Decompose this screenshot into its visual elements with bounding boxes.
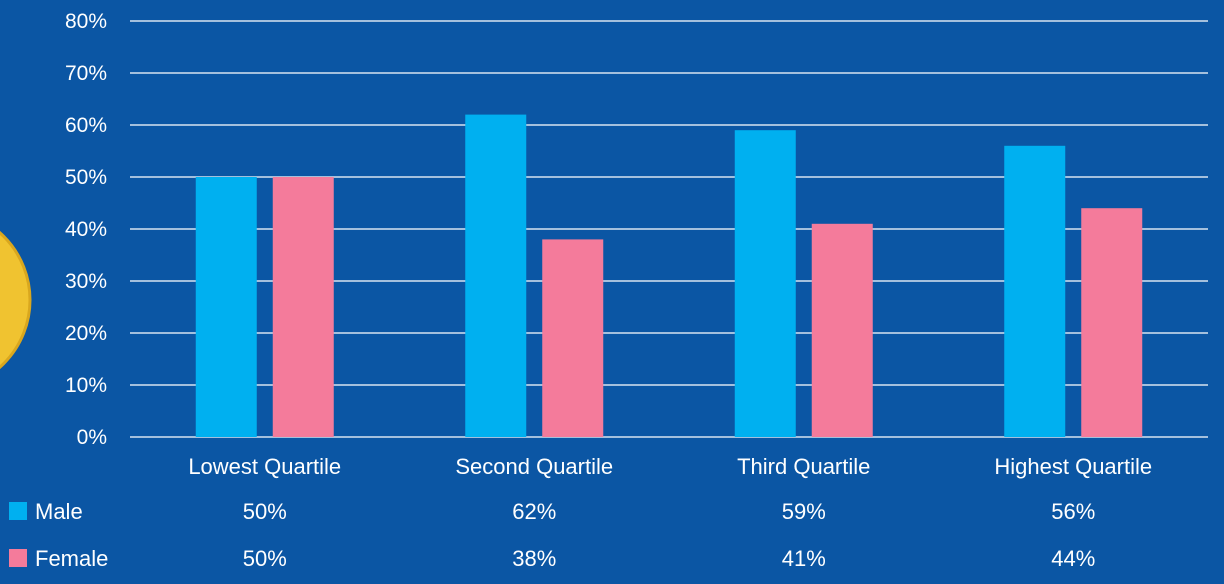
bar-female-0 [272, 177, 334, 437]
data-label-male: 50% [243, 499, 287, 524]
y-axis-ticks: 0% 10% 20% 30% 40% 50% 60% 70% 80% [65, 10, 107, 449]
y-tick-label: 30% [65, 270, 107, 293]
data-label-female: 41% [782, 546, 826, 571]
bars [195, 114, 1143, 438]
data-label-male: 56% [1051, 499, 1095, 524]
data-label-female: 44% [1051, 546, 1095, 571]
bar-male-3 [1004, 145, 1066, 438]
legend-swatch-male [9, 502, 27, 520]
data-label-female: 38% [512, 546, 556, 571]
data-label-male: 62% [512, 499, 556, 524]
decorative-circle [0, 230, 32, 370]
y-tick-label: 70% [65, 62, 107, 85]
x-category-label: Third Quartile [737, 454, 870, 479]
y-tick-label: 50% [65, 166, 107, 189]
bar-male-2 [734, 130, 796, 437]
data-label-male: 59% [782, 499, 826, 524]
data-label-female: 50% [243, 546, 287, 571]
y-tick-label: 20% [65, 322, 107, 345]
y-tick-label: 40% [65, 218, 107, 241]
legend-label-male: Male [35, 499, 83, 524]
bar-male-1 [465, 114, 527, 437]
bar-male-0 [195, 177, 257, 437]
bar-female-3 [1081, 208, 1143, 437]
x-category-label: Second Quartile [455, 454, 613, 479]
y-tick-label: 0% [77, 426, 107, 449]
y-tick-label: 10% [65, 374, 107, 397]
legend-label-female: Female [35, 546, 108, 571]
y-tick-label: 60% [65, 114, 107, 137]
legend-swatch-female [9, 549, 27, 567]
y-tick-label: 80% [65, 10, 107, 33]
x-category-label: Highest Quartile [994, 454, 1152, 479]
x-axis-categories: Lowest Quartile Second Quartile Third Quar… [188, 454, 1152, 479]
bar-female-1 [542, 239, 604, 437]
data-table: Male 50% 62% 59% 56% Female 50% 38% 41% 44% [9, 499, 1095, 571]
bar-female-2 [811, 223, 873, 437]
x-category-label: Lowest Quartile [188, 454, 341, 479]
